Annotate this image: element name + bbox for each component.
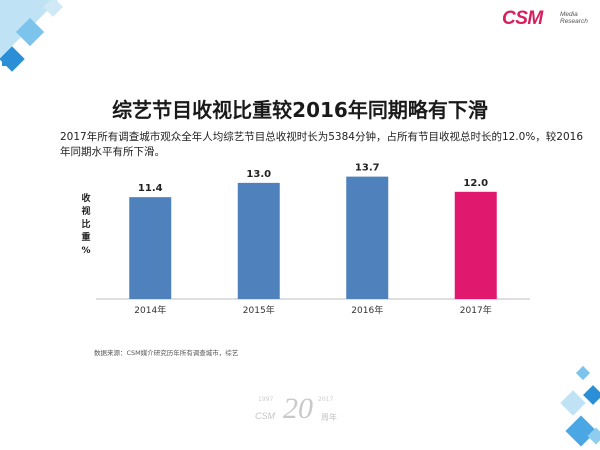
deco-diamond-small-2 xyxy=(587,427,600,445)
y-axis-label-char: 视 xyxy=(81,207,91,217)
logo-mark: CSM xyxy=(502,8,543,29)
data-label: 13.7 xyxy=(355,163,380,174)
bar-2014年 xyxy=(129,197,172,299)
deco-diamond xyxy=(15,17,45,47)
page-title: 综艺节目收视比重较2016年同期略有下滑 xyxy=(112,98,488,122)
logo-sub-line1: Media xyxy=(560,11,578,18)
y-axis-label-char: 重 xyxy=(81,233,91,243)
deco-diamond-light xyxy=(560,390,586,416)
anniversary-number: 20 xyxy=(283,392,313,425)
x-tick-label: 2015年 xyxy=(243,304,275,316)
deco-diamond-small xyxy=(575,365,591,381)
top-left-decoration xyxy=(0,0,63,72)
x-tick-label: 2017年 xyxy=(460,304,492,316)
data-label: 12.0 xyxy=(463,178,488,189)
data-label: 11.4 xyxy=(138,183,163,194)
data-source-note: 数据来源：CSM媒介研究历年所有调查城市，综艺 xyxy=(94,349,239,357)
y-axis-label-char: 收 xyxy=(81,194,91,204)
x-tick-label: 2014年 xyxy=(134,304,166,316)
bar-2016年 xyxy=(346,176,389,299)
anniversary-watermark: 1997 20 2017 CSM 周年 xyxy=(255,392,345,428)
y-axis-label: 收 视 比 重 % xyxy=(79,193,93,258)
anniversary-year-start: 1997 xyxy=(258,396,274,403)
anniversary-year-end: 2017 xyxy=(318,396,334,403)
y-axis-label-char: 比 xyxy=(81,220,91,230)
bottom-right-decoration xyxy=(560,365,600,447)
anniversary-years: 周年 xyxy=(321,413,337,422)
logo-subtext: Media Research xyxy=(560,11,588,25)
bar-2015年 xyxy=(237,182,280,299)
y-axis-label-char: % xyxy=(81,246,91,256)
anniversary-csm: CSM xyxy=(255,411,275,421)
data-label: 13.0 xyxy=(246,169,271,180)
logo-sub-line2: Research xyxy=(560,18,588,25)
deco-square xyxy=(2,60,8,66)
x-tick-label: 2016年 xyxy=(351,304,383,316)
bar-2017年 xyxy=(454,191,497,299)
page-subtitle: 2017年所有调查城市观众全年人均综艺节目总收视时长为5384分钟，占所有节目收… xyxy=(60,131,584,158)
